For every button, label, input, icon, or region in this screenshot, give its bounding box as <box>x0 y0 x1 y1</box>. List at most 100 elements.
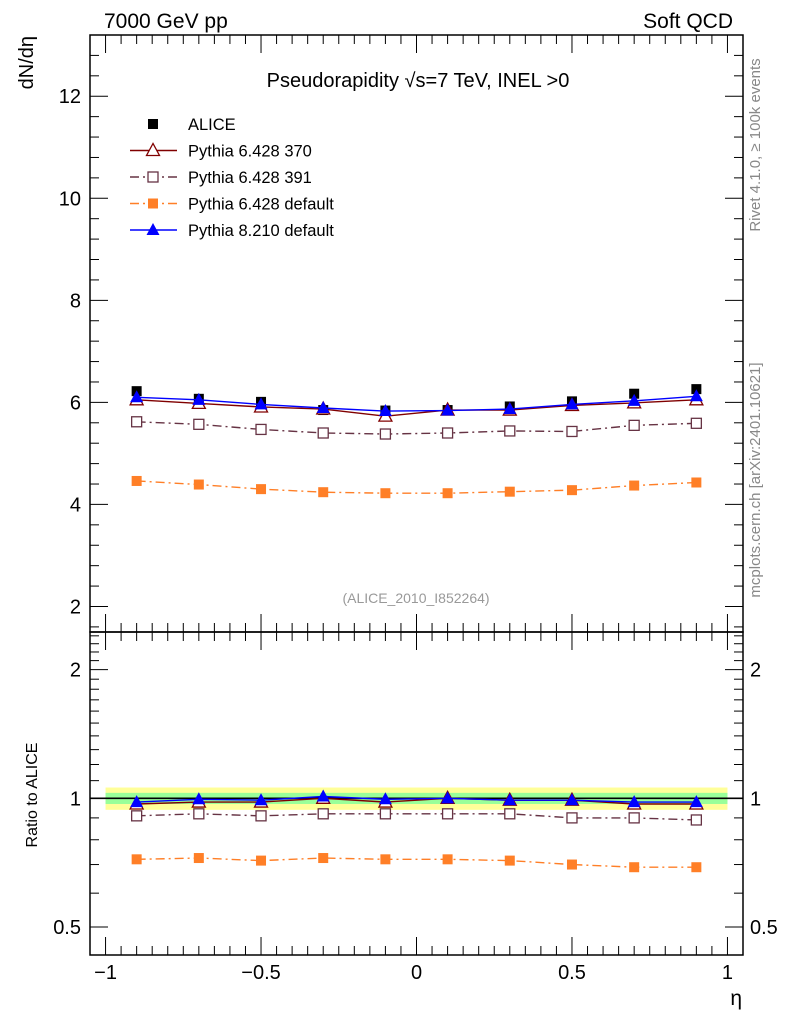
data-point-p391 <box>317 427 329 439</box>
mcplots-label: mcplots.cern.ch [arXiv:2401.10621] <box>747 362 764 597</box>
y-tick-label: 12 <box>59 86 81 108</box>
series-p370 <box>129 391 704 422</box>
ratio-point-p8def <box>503 793 517 806</box>
data-point-p8def <box>192 392 206 405</box>
legend-marker <box>147 171 159 183</box>
series-line-p6def <box>136 480 697 494</box>
y-tick-label: 4 <box>70 494 81 516</box>
main-title: Pseudorapidity √s=7 TeV, INEL >0 <box>267 70 570 92</box>
data-point-p391 <box>690 417 703 429</box>
x-tick-label: 0.5 <box>558 962 586 984</box>
ratio-point-p8def <box>254 793 268 806</box>
legend-marker <box>148 198 158 209</box>
series-line-p391 <box>136 421 697 435</box>
ratio-point-p8def <box>689 795 703 808</box>
data-point-p6def <box>504 486 515 497</box>
data-point-p391 <box>504 425 516 437</box>
ratio-line-p6def <box>136 857 697 868</box>
y-tick-label: 6 <box>70 392 81 414</box>
analysis-id: (ALICE_2010_I852264) <box>342 590 489 606</box>
data-point-p6def <box>193 479 204 490</box>
ratio-point-p391 <box>504 808 516 820</box>
legend-label: Pythia 6.428 391 <box>188 169 312 187</box>
ratio-point-p6def <box>193 853 204 864</box>
ratio-point-p8def <box>378 792 392 805</box>
ratio-y-tick-label: 1 <box>70 788 81 810</box>
data-point-p6def <box>691 477 702 488</box>
ratio-series-p391 <box>130 808 703 826</box>
ratio-y-tick-label-right: 0.5 <box>750 917 778 939</box>
x-tick-label: 0 <box>411 962 422 984</box>
data-point-p8def <box>316 400 330 413</box>
ratio-y-axis-title: Ratio to ALICE <box>24 743 41 848</box>
ratio-line-p370 <box>136 797 697 805</box>
legend-marker <box>145 142 161 157</box>
data-point-alice <box>691 384 702 395</box>
legend-label: Pythia 8.210 default <box>188 222 334 240</box>
data-point-p391 <box>255 423 267 436</box>
header-right: Soft QCD <box>643 10 733 33</box>
ratio-point-p8def <box>627 795 641 808</box>
data-point-alice <box>629 388 640 399</box>
ratio-point-p8def <box>192 792 206 805</box>
legend-item-p370: Pythia 6.428 370 <box>130 142 312 161</box>
data-point-p6def <box>256 484 267 495</box>
ratio-point-p6def <box>629 862 640 873</box>
ratio-point-p391 <box>193 808 205 820</box>
ratio-point-p8def <box>316 789 330 802</box>
ratio-point-p6def <box>131 854 142 865</box>
ratio-point-p391 <box>566 812 578 824</box>
data-point-p391 <box>566 425 578 438</box>
ratio-point-p391 <box>379 808 392 820</box>
ratio-line-p391 <box>136 813 697 821</box>
data-point-p8def <box>627 393 641 406</box>
ratio-y-tick-label: 0.5 <box>53 917 81 939</box>
ratio-point-p391 <box>628 812 640 824</box>
data-point-p391 <box>628 419 640 431</box>
ratio-point-p391 <box>130 810 143 822</box>
ratio-point-p8def <box>441 791 455 804</box>
ratio-series-p6def <box>131 853 702 873</box>
data-point-p391 <box>130 416 143 428</box>
ratio-point-p391 <box>441 808 454 820</box>
y-tick-label: 10 <box>59 188 81 210</box>
data-point-p8def <box>378 404 392 417</box>
data-point-p6def <box>131 475 142 486</box>
y-tick-label: 8 <box>70 290 81 312</box>
data-point-p8def <box>503 402 517 415</box>
y-tick-label: 2 <box>70 596 81 618</box>
data-point-p8def <box>689 389 703 402</box>
ratio-point-p6def <box>318 853 329 864</box>
data-point-p391 <box>441 427 454 439</box>
ratio-point-p391 <box>317 808 329 820</box>
series-p8def <box>130 389 703 417</box>
legend-label: Pythia 6.428 default <box>188 196 334 214</box>
y-axis-title: dN/dη <box>16 36 38 89</box>
series-p391 <box>130 416 703 440</box>
data-point-p6def <box>629 480 640 491</box>
legend-marker <box>148 119 158 129</box>
series-line-p8def <box>136 395 697 412</box>
ratio-series-p8def <box>130 789 703 808</box>
ratio-point-p8def <box>130 795 144 808</box>
ratio-line-p8def <box>136 795 697 803</box>
data-point-p391 <box>193 418 205 430</box>
ratio-point-p391 <box>690 814 703 826</box>
ratio-point-p391 <box>255 810 267 822</box>
data-point-p6def <box>380 488 391 499</box>
x-axis-title: η <box>730 987 742 1010</box>
ratio-y-tick-label-right: 2 <box>750 660 761 682</box>
ratio-frame <box>89 631 744 956</box>
data-point-p8def <box>254 397 268 410</box>
data-point-p8def <box>565 397 579 410</box>
rivet-label: Rivet 4.1.0, ≥ 100k events <box>747 58 764 231</box>
x-tick-label: −0.5 <box>241 962 280 984</box>
legend-label: ALICE <box>188 116 236 134</box>
ratio-y-tick-label: 2 <box>70 660 81 682</box>
data-point-p6def <box>566 485 577 496</box>
x-tick-label: −1 <box>94 962 117 984</box>
data-point-p8def <box>130 390 144 403</box>
ratio-point-p6def <box>691 862 702 873</box>
ratio-point-p6def <box>380 854 391 865</box>
